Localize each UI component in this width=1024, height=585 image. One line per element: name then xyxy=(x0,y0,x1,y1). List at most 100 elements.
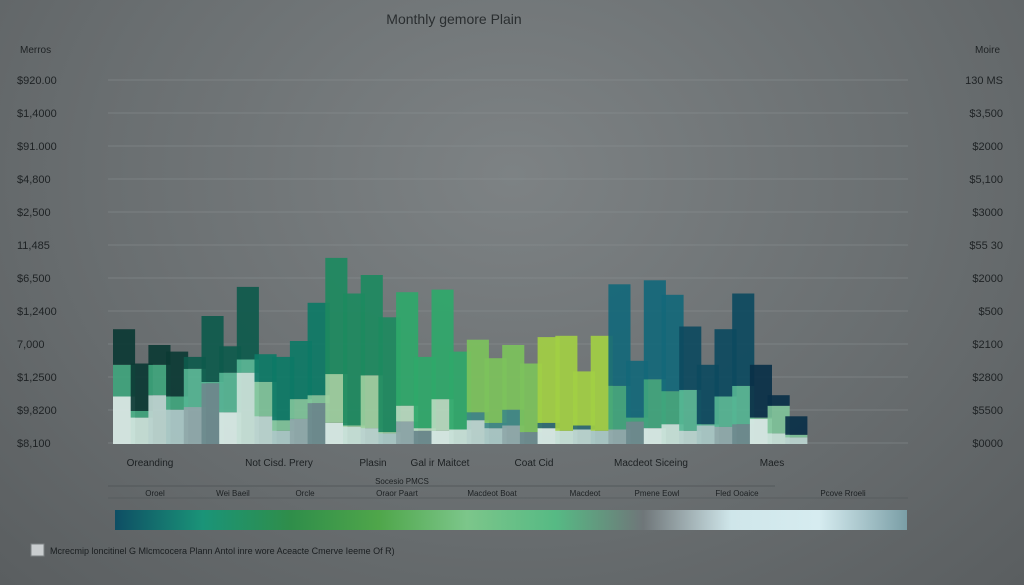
x-axis-label: Oreanding xyxy=(127,458,174,469)
bar-segment xyxy=(732,293,755,386)
sub-label: Orcle xyxy=(295,489,315,498)
sub-label: Pmene Eowl xyxy=(635,489,680,498)
bar-segment xyxy=(219,372,242,413)
bar-segment xyxy=(767,395,790,406)
bar-segment xyxy=(183,407,206,444)
bar-segment xyxy=(236,286,259,360)
bar-segment xyxy=(590,335,613,431)
bar-segment xyxy=(502,409,525,426)
y-right-tick-label: $55 30 xyxy=(969,240,1003,252)
bar-segment xyxy=(608,429,631,444)
bar-segment xyxy=(431,399,454,431)
bar-segment xyxy=(573,371,596,426)
bar-segment xyxy=(343,426,366,444)
sub-label: Fled Ooaice xyxy=(715,489,759,498)
bar-segment xyxy=(166,396,189,410)
bar-segment xyxy=(413,356,436,429)
y-right-tick-label: $2000 xyxy=(972,273,1003,285)
bar-segment xyxy=(484,422,507,429)
bar-segment xyxy=(148,395,171,444)
bar-segment xyxy=(113,396,136,444)
y-left-tick-label: $1,2400 xyxy=(17,306,57,318)
y-left-tick-label: $1,2500 xyxy=(17,372,57,384)
y-left-tick-label: $91.000 xyxy=(17,141,57,153)
bar-segment xyxy=(183,356,206,369)
y-right-tick-label: 130 MS xyxy=(965,75,1003,87)
bar-segment xyxy=(113,329,136,365)
bar-segment xyxy=(396,421,419,444)
y-left-tick-label: $920.00 xyxy=(17,75,57,87)
bar-segment xyxy=(555,335,578,431)
bar-segment xyxy=(219,346,242,373)
y-right-tick-label: $5,100 xyxy=(969,174,1003,186)
chart-title: Monthly gemore Plain xyxy=(386,11,521,27)
bar-segment xyxy=(236,372,259,444)
bar-segment xyxy=(289,341,312,400)
bar-segment xyxy=(431,289,454,400)
bar-segment xyxy=(289,418,312,444)
bar-segment xyxy=(573,425,596,430)
sub-label: Pcove Rroeli xyxy=(820,489,866,498)
bar-segment xyxy=(360,275,383,376)
bar-segment xyxy=(484,428,507,444)
bar-segment xyxy=(626,360,649,418)
y-left-tick-label: $1,4000 xyxy=(17,108,57,120)
sub-label: Wei Baeil xyxy=(216,489,250,498)
bar-segment xyxy=(661,294,684,392)
bar-segment xyxy=(714,329,737,397)
bar-segment xyxy=(573,429,596,444)
bar-segment xyxy=(396,405,419,422)
bar-segment xyxy=(466,339,489,413)
x-axis-label: Coat Cid xyxy=(515,458,554,469)
x-axis-label: Not Cisd. Prery xyxy=(245,458,313,469)
bar-segment xyxy=(289,399,312,419)
bar-segment xyxy=(183,368,206,408)
bar-segment xyxy=(484,358,507,423)
bar-segment xyxy=(378,317,401,433)
bar-segment xyxy=(254,416,277,444)
x-axis-labels: Oreanding Not Cisd. Prery Plasin Gal ir Mai… xyxy=(127,458,785,469)
bar-segment xyxy=(307,302,330,396)
bar-segment xyxy=(608,385,631,430)
sub-label: Oraor Paart xyxy=(376,489,419,498)
bar-segment xyxy=(626,417,649,422)
bar-segment xyxy=(272,356,295,421)
y-right-tick-label: $2000 xyxy=(972,141,1003,153)
bar-segment xyxy=(431,430,454,444)
y-axis-left-label: Merros xyxy=(20,45,51,56)
bar-segment xyxy=(749,364,772,418)
bar-segment xyxy=(254,354,277,382)
legend-color-bar xyxy=(115,510,907,530)
y-axis-right-label: Moire xyxy=(975,45,1000,56)
bar-segment xyxy=(749,418,772,444)
bar-segment xyxy=(679,326,702,390)
y-right-tick-label: $2800 xyxy=(972,372,1003,384)
bar-segment xyxy=(643,280,666,380)
x-axis-label: Maes xyxy=(760,458,784,469)
bar-segment xyxy=(413,430,436,444)
sub-caption: Socesio PMCS xyxy=(375,477,429,486)
bar-segment xyxy=(767,433,790,444)
bar-segment xyxy=(502,425,525,444)
bar-segment xyxy=(343,293,366,426)
bar-segment xyxy=(696,424,719,426)
bar-segment xyxy=(696,425,719,444)
y-right-tick-label: $2100 xyxy=(972,339,1003,351)
bar-segment xyxy=(714,396,737,427)
bar-segment xyxy=(449,429,472,444)
bar-segment xyxy=(661,391,684,425)
bar-segment xyxy=(236,359,259,373)
y-right-tick-label: $0000 xyxy=(972,438,1003,450)
bar-segment xyxy=(254,382,277,417)
bar-segment xyxy=(219,412,242,444)
bar-segment xyxy=(201,316,224,382)
bar-segment xyxy=(519,363,542,433)
bar-segment xyxy=(679,389,702,431)
bar-segment xyxy=(537,337,560,423)
bar-segment xyxy=(343,425,366,427)
bars xyxy=(113,257,808,444)
bar-segment xyxy=(130,363,153,411)
bar-segment xyxy=(732,385,755,425)
bar-segment xyxy=(590,430,613,444)
